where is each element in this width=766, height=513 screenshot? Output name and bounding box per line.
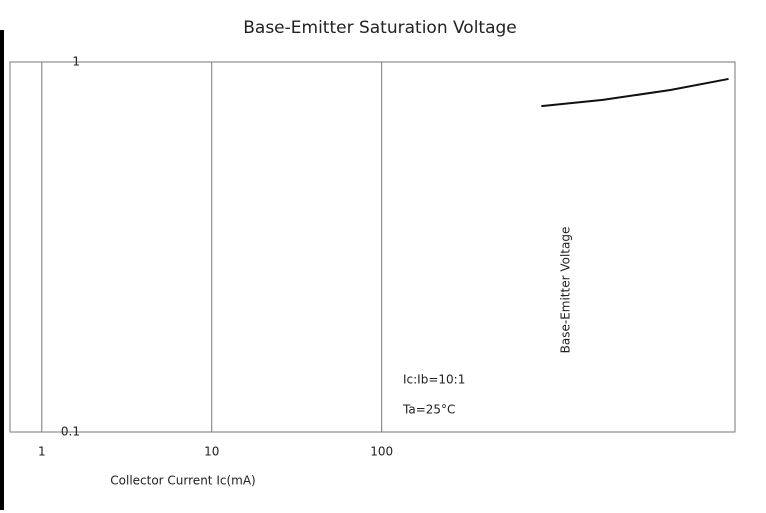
chart-title: Base-Emitter Saturation Voltage [243, 18, 517, 38]
series-line [541, 77, 729, 108]
annotation: Ta=25°C [402, 403, 455, 417]
annotation: Ic:Ib=10:1 [403, 373, 465, 387]
x-tick-label: 10 [204, 445, 219, 459]
x-axis-label: Collector Current Ic(mA) [110, 474, 255, 488]
y-tick-label: 1 [72, 55, 80, 69]
x-tick-label: 100 [370, 445, 393, 459]
y-tick-label: 0.1 [61, 425, 80, 439]
y-axis-label: Base-Emitter Voltage [559, 227, 573, 354]
x-tick-label: 1 [38, 445, 46, 459]
left-edge [0, 30, 4, 510]
